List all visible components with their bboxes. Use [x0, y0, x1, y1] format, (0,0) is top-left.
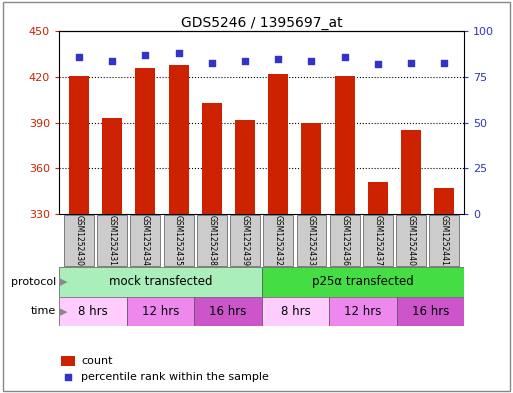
Text: count: count: [81, 356, 113, 366]
Bar: [368, 182, 388, 214]
Bar: [429, 215, 459, 266]
Text: GSM1252438: GSM1252438: [207, 215, 216, 266]
Bar: [363, 215, 393, 266]
Bar: [435, 188, 455, 214]
Bar: [130, 215, 160, 266]
Text: GSM1252430: GSM1252430: [74, 215, 84, 266]
Point: [307, 57, 315, 64]
Text: GSM1252432: GSM1252432: [274, 215, 283, 266]
Bar: [401, 130, 421, 214]
Text: GSM1252440: GSM1252440: [407, 215, 416, 266]
Point: [440, 59, 448, 66]
Bar: [396, 215, 426, 266]
Bar: [197, 215, 227, 266]
Bar: [169, 65, 189, 214]
Bar: [59, 267, 262, 297]
Bar: [59, 297, 127, 326]
Point: [64, 374, 72, 380]
Text: 8 hrs: 8 hrs: [281, 305, 310, 318]
Bar: [330, 215, 360, 266]
Bar: [263, 215, 293, 266]
Text: 12 hrs: 12 hrs: [344, 305, 382, 318]
Bar: [135, 68, 155, 214]
Text: GSM1252431: GSM1252431: [108, 215, 116, 266]
Text: GSM1252439: GSM1252439: [241, 215, 249, 266]
Title: GDS5246 / 1395697_at: GDS5246 / 1395697_at: [181, 17, 343, 30]
Bar: [69, 75, 89, 214]
Bar: [268, 74, 288, 214]
Bar: [235, 120, 255, 214]
Point: [241, 57, 249, 64]
Text: GSM1252433: GSM1252433: [307, 215, 316, 266]
Bar: [102, 118, 122, 214]
Point: [407, 59, 415, 66]
Point: [174, 50, 183, 57]
Bar: [262, 267, 464, 297]
Bar: [194, 297, 262, 326]
Text: 8 hrs: 8 hrs: [78, 305, 108, 318]
Bar: [302, 123, 322, 214]
Point: [75, 54, 83, 60]
Bar: [127, 297, 194, 326]
Text: 16 hrs: 16 hrs: [209, 305, 247, 318]
Point: [341, 54, 349, 60]
Bar: [230, 215, 260, 266]
Text: GSM1252437: GSM1252437: [373, 215, 382, 266]
Bar: [297, 215, 326, 266]
Text: 12 hrs: 12 hrs: [142, 305, 179, 318]
Text: ▶: ▶: [58, 307, 67, 316]
Bar: [97, 215, 127, 266]
Bar: [202, 103, 222, 214]
Text: GSM1252434: GSM1252434: [141, 215, 150, 266]
Text: GSM1252441: GSM1252441: [440, 215, 449, 266]
Bar: [164, 215, 193, 266]
Bar: [329, 297, 397, 326]
Point: [274, 56, 282, 62]
Text: GSM1252436: GSM1252436: [340, 215, 349, 266]
Text: time: time: [31, 307, 56, 316]
Text: protocol: protocol: [11, 277, 56, 287]
Point: [108, 57, 116, 64]
Text: mock transfected: mock transfected: [109, 275, 212, 288]
Text: 16 hrs: 16 hrs: [412, 305, 449, 318]
Text: p25α transfected: p25α transfected: [312, 275, 414, 288]
Point: [141, 52, 149, 58]
Text: ▶: ▶: [58, 277, 67, 287]
Point: [374, 61, 382, 68]
Bar: [262, 297, 329, 326]
Bar: [334, 75, 354, 214]
Text: percentile rank within the sample: percentile rank within the sample: [81, 372, 269, 382]
Text: GSM1252435: GSM1252435: [174, 215, 183, 266]
Point: [208, 59, 216, 66]
Bar: [397, 297, 464, 326]
Bar: [61, 356, 75, 366]
Bar: [64, 215, 94, 266]
